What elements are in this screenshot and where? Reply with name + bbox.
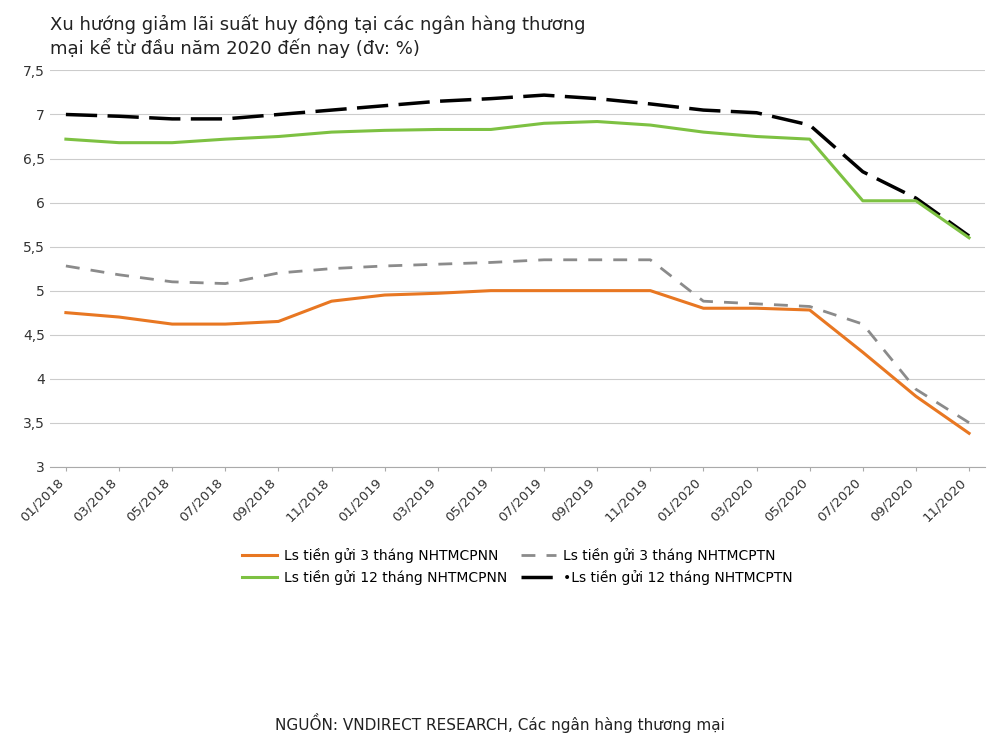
Text: Xu hướng giảm lãi suất huy động tại các ngân hàng thương
mại kể từ đầu năm 2020 : Xu hướng giảm lãi suất huy động tại các … — [50, 15, 585, 58]
Legend: Ls tiền gửi 3 tháng NHTMCPNN, Ls tiền gửi 12 tháng NHTMCPNN, Ls tiền gửi 3 tháng: Ls tiền gửi 3 tháng NHTMCPNN, Ls tiền gử… — [235, 541, 799, 592]
Text: NGUỒN: VNDIRECT RESEARCH, Các ngân hàng thương mại: NGUỒN: VNDIRECT RESEARCH, Các ngân hàng … — [275, 713, 725, 733]
